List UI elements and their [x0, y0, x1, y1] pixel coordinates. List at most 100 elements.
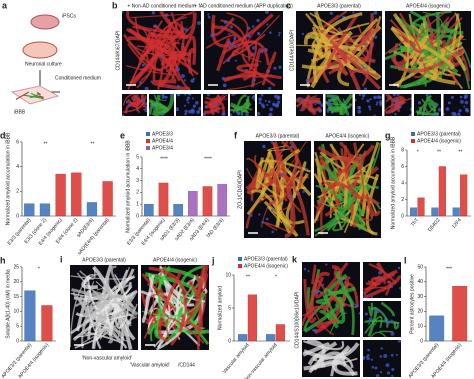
- vessel: [436, 11, 442, 69]
- y-tick-label: 50: [417, 264, 423, 270]
- vessel: [385, 94, 394, 109]
- nucleus: [192, 77, 195, 80]
- micrograph-texture: [245, 141, 311, 238]
- vessel: [363, 272, 395, 295]
- vessel: [266, 144, 290, 152]
- bar: [202, 186, 213, 217]
- nucleus: [397, 266, 401, 270]
- nucleus: [301, 32, 305, 36]
- micrograph-texture: [363, 340, 401, 377]
- vessel: [215, 94, 228, 110]
- nucleus: [247, 44, 250, 47]
- nucleus: [273, 66, 277, 70]
- vessel: [87, 275, 136, 340]
- nucleus: [260, 50, 264, 54]
- nucleus: [231, 43, 235, 47]
- micrograph-texture: [364, 301, 400, 337]
- bar: [217, 183, 227, 217]
- bar: [158, 182, 169, 217]
- vessel: [312, 106, 321, 113]
- panel-label: g: [385, 130, 391, 140]
- vessel: [444, 50, 452, 72]
- micrograph: [257, 94, 282, 116]
- y-tick-label: 8: [401, 147, 404, 153]
- significance: **: [44, 141, 48, 147]
- nucleus: [226, 58, 231, 63]
- vessel: [159, 11, 197, 39]
- vessel: [128, 36, 176, 88]
- nucleus: [363, 293, 367, 296]
- vessel: [213, 25, 254, 58]
- vessel: [384, 280, 392, 296]
- vessel: [315, 319, 338, 328]
- vessel: [349, 69, 380, 79]
- nucleus: [170, 94, 174, 97]
- nucleus: [314, 11, 317, 14]
- bar: [247, 294, 258, 342]
- nucleus: [417, 101, 422, 105]
- x-tick-label: ThT: [410, 217, 420, 228]
- nucleus: [450, 95, 454, 99]
- vessel: [122, 94, 134, 106]
- dish: [30, 14, 60, 30]
- vessel: [313, 34, 374, 62]
- vessel: [81, 301, 133, 332]
- nucleus: [176, 107, 180, 112]
- nucleus: [207, 13, 210, 16]
- nucleus: [144, 108, 147, 113]
- nucleus: [204, 105, 208, 109]
- vessel: [240, 15, 280, 54]
- panel-label: k: [292, 254, 298, 264]
- vessel: [333, 357, 358, 366]
- micrograph-texture: [385, 11, 471, 90]
- nucleus: [373, 95, 377, 100]
- nucleus: [251, 95, 255, 100]
- y-tick-label: 1: [136, 202, 139, 208]
- nucleus: [368, 317, 373, 321]
- nucleus: [328, 103, 333, 107]
- nucleus: [186, 96, 190, 100]
- nucleus: [358, 312, 360, 315]
- nucleus: [168, 84, 171, 87]
- vessel: [349, 165, 365, 200]
- nucleus: [258, 97, 262, 101]
- legend-swatch: [146, 132, 150, 136]
- nucleus: [320, 103, 323, 108]
- y-tick-label: 4: [136, 166, 139, 172]
- image-title: APOE3/3 (parental): [317, 3, 361, 9]
- nucleus: [252, 78, 256, 82]
- vessel: [236, 94, 247, 106]
- vessel: [274, 199, 288, 213]
- vessel: [153, 94, 158, 100]
- nucleus: [258, 101, 262, 105]
- nucleus: [463, 95, 468, 100]
- significance: ****: [204, 156, 212, 162]
- vessel: [329, 312, 348, 335]
- vessel: [216, 38, 231, 72]
- nucleus: [251, 46, 256, 50]
- nucleus: [233, 94, 236, 96]
- y-tick-label: 5: [228, 305, 231, 311]
- nucleus: [247, 34, 251, 38]
- nucleus: [210, 33, 215, 38]
- bar: [275, 324, 286, 342]
- x-tick-label: APOE4/4 (isogenic): [17, 342, 50, 379]
- legend-label: APOE3/3 (parental): [417, 131, 461, 137]
- nucleus: [329, 11, 333, 15]
- vessel: [390, 25, 455, 70]
- y-tick-label: 10: [225, 272, 231, 278]
- nucleus: [188, 94, 192, 96]
- vessel: [93, 275, 110, 328]
- nucleus: [303, 267, 307, 271]
- nucleus: [160, 114, 163, 116]
- stain-label: CD144/6e10/DAPI: [289, 30, 295, 71]
- nucleus: [357, 106, 361, 110]
- nucleus: [187, 101, 190, 104]
- vessel: [367, 302, 373, 317]
- image-title: APOE4/4 (isogenic): [326, 133, 370, 139]
- y-tick-label: 20: [13, 279, 19, 285]
- micrograph-texture: [296, 94, 323, 116]
- vessel: [364, 316, 383, 334]
- nucleus: [271, 230, 275, 234]
- vessel: [126, 11, 183, 35]
